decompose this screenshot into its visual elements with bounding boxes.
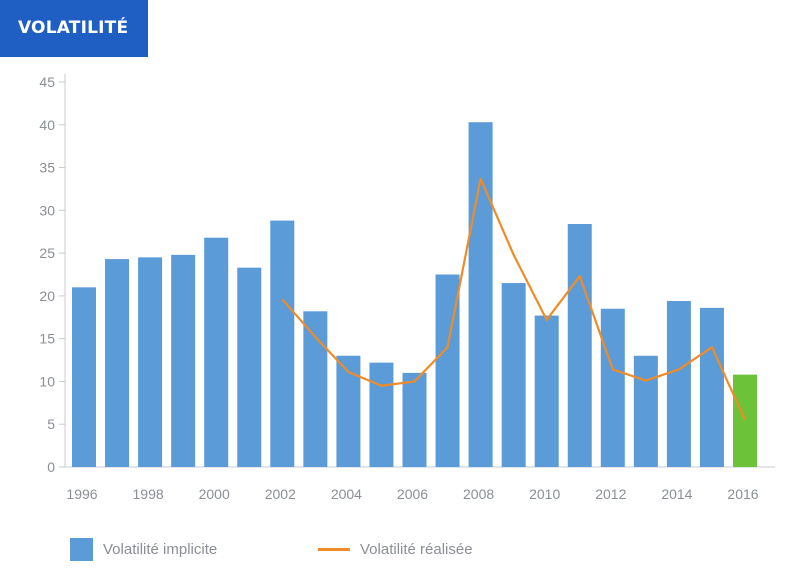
bar	[501, 283, 526, 467]
y-tick-label: 45	[39, 74, 55, 90]
bar	[600, 308, 625, 467]
x-tick-label: 2002	[265, 486, 296, 502]
bar	[402, 372, 427, 467]
x-tick-label: 2014	[661, 486, 692, 502]
y-tick-label: 20	[39, 288, 55, 304]
y-tick-label: 35	[39, 160, 55, 176]
bar	[666, 301, 691, 467]
x-tick-label: 2010	[529, 486, 560, 502]
bar	[138, 257, 163, 467]
realized-volatility-line	[281, 177, 747, 421]
x-tick-label: 1998	[133, 486, 164, 502]
y-tick-label: 15	[39, 331, 55, 347]
bar-highlight	[733, 374, 757, 467]
bar	[633, 355, 658, 467]
y-tick-label: 30	[39, 202, 55, 218]
x-tick-label: 2012	[595, 486, 626, 502]
x-tick-label: 2016	[727, 486, 758, 502]
legend-item-bar: Volatilité implicite	[70, 536, 217, 562]
legend-line-label: Volatilité réalisée	[360, 540, 473, 558]
bar	[534, 315, 559, 467]
legend-line-swatch	[318, 547, 350, 551]
y-tick-label: 10	[39, 373, 55, 389]
bar	[204, 237, 229, 467]
x-tick-label: 2006	[397, 486, 428, 502]
x-tick-label: 2000	[199, 486, 230, 502]
x-tick-label: 1996	[66, 486, 97, 502]
legend-item-line: Volatilité réalisée	[318, 536, 473, 562]
bar	[567, 224, 592, 467]
y-tick-label: 25	[39, 245, 55, 261]
legend-bar-label: Volatilité implicite	[103, 540, 218, 558]
bar	[699, 307, 724, 467]
bar	[105, 259, 130, 467]
x-tick-label: 2008	[463, 486, 494, 502]
y-tick-label: 40	[39, 117, 55, 133]
legend-bar-swatch	[70, 537, 93, 561]
chart-title: VOLATILITÉ	[0, 0, 148, 57]
y-tick-label: 0	[47, 459, 55, 475]
bar	[72, 287, 96, 467]
x-tick-label: 2004	[331, 486, 362, 502]
bar	[237, 267, 262, 467]
bar	[270, 220, 295, 467]
y-tick-label: 5	[47, 416, 55, 432]
bar	[303, 311, 328, 467]
bar	[171, 254, 196, 467]
bar	[369, 362, 394, 467]
bar	[468, 122, 493, 467]
